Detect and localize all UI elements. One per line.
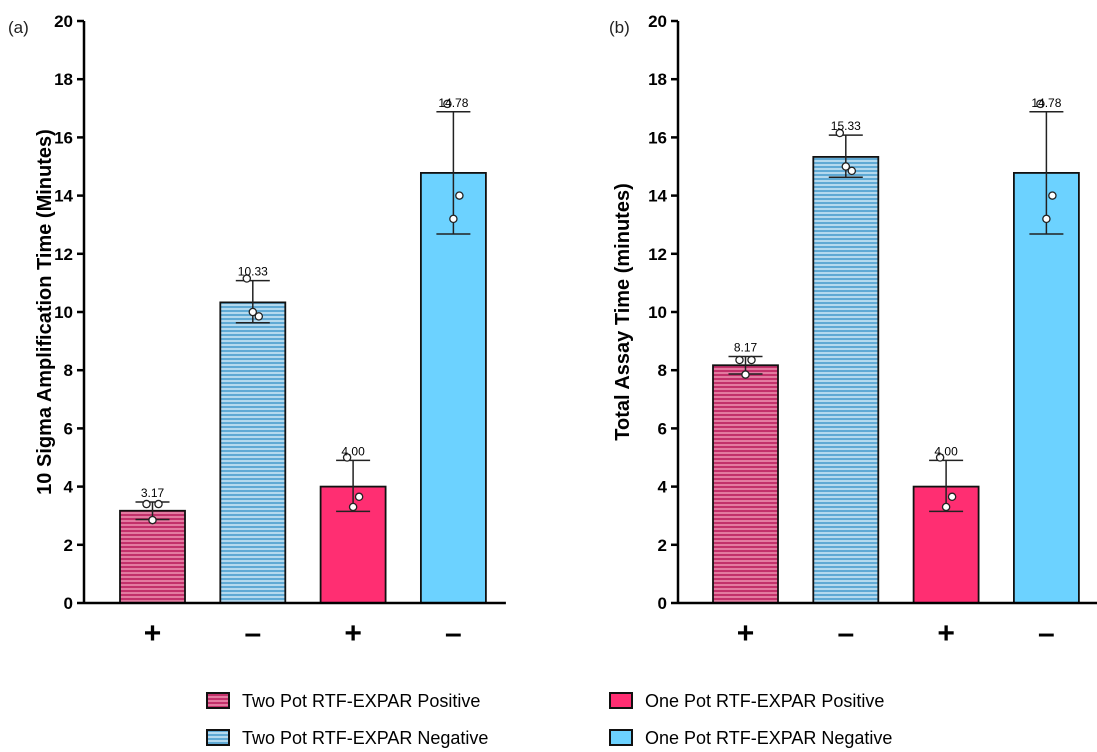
data-point bbox=[348, 502, 358, 512]
y-axis-b: 0 2 4 6 8 10 12 14 16 18 20 bbox=[648, 12, 680, 613]
y-tick-label: 14 bbox=[54, 187, 73, 206]
legend-item-one-pot-negative: One Pot RTF-EXPAR Negative bbox=[609, 728, 892, 748]
y-tick-label: 8 bbox=[658, 361, 667, 380]
y-axis-title-a: 10 Sigma Amplification Time (Minutes) bbox=[34, 129, 56, 495]
data-point bbox=[443, 99, 452, 109]
x-tick-label: + bbox=[344, 617, 362, 650]
data-point bbox=[242, 274, 252, 283]
legend-swatch-one-pot-negative bbox=[609, 729, 633, 746]
bar-one_pot_neg bbox=[1013, 172, 1080, 604]
y-tick-label: 10 bbox=[54, 303, 73, 322]
data-point bbox=[841, 162, 851, 171]
y-axis-a: 0 2 4 6 8 10 12 14 16 18 20 bbox=[54, 12, 86, 613]
y-tick-label: 10 bbox=[648, 303, 667, 322]
panel-b: (b) Total Assay Time (minutes) 0 2 4 6 8 10 12… bbox=[609, 12, 1097, 650]
data-point bbox=[735, 355, 744, 365]
y-tick-label: 0 bbox=[658, 594, 667, 613]
data-point bbox=[835, 128, 845, 138]
y-tick-label: 6 bbox=[64, 419, 73, 438]
y-tick-label: 18 bbox=[648, 70, 667, 89]
legend-item-two-pot-negative: Two Pot RTF-EXPAR Negative bbox=[206, 728, 488, 748]
data-point bbox=[248, 307, 258, 317]
bar-two_pot_pos bbox=[119, 509, 186, 604]
data-point bbox=[741, 370, 750, 379]
y-axis-title-b: Total Assay Time (minutes) bbox=[612, 183, 634, 440]
y-tick-label: 14 bbox=[648, 187, 667, 206]
bar-two_pot_neg bbox=[812, 155, 880, 604]
y-tick-label: 2 bbox=[658, 536, 667, 555]
legend-swatch-one-pot-positive bbox=[609, 692, 633, 709]
bar-two_pot_neg bbox=[219, 301, 287, 604]
legend-label-one-pot-positive: One Pot RTF-EXPAR Positive bbox=[645, 691, 884, 711]
value-label: 4.00 bbox=[934, 444, 958, 458]
x-tick-label: – bbox=[1038, 617, 1055, 650]
x-tick-label: – bbox=[837, 617, 854, 650]
value-label: 8.17 bbox=[734, 341, 758, 355]
y-tick-label: 8 bbox=[64, 361, 73, 380]
y-tick-label: 2 bbox=[64, 536, 73, 555]
data-point bbox=[148, 515, 157, 525]
y-tick-label: 16 bbox=[648, 128, 667, 147]
x-tick-label: + bbox=[737, 617, 755, 650]
bar-two_pot_pos bbox=[712, 364, 779, 604]
y-tick-label: 4 bbox=[658, 478, 668, 497]
data-point bbox=[947, 492, 957, 502]
panel-a: (a) 10 Sigma Amplification Time (Minutes… bbox=[8, 12, 506, 650]
legend-swatch-two-pot-positive bbox=[206, 692, 230, 709]
y-tick-label: 20 bbox=[54, 12, 73, 31]
value-label: 3.17 bbox=[141, 486, 165, 500]
legend-item-one-pot-positive: One Pot RTF-EXPAR Positive bbox=[609, 691, 884, 711]
data-point bbox=[142, 499, 151, 509]
x-tick-label: + bbox=[144, 617, 162, 650]
data-point bbox=[941, 502, 951, 512]
bars-a: 3.17 10.33 4.00 14.78 bbox=[119, 96, 487, 604]
panel-label-b: (b) bbox=[609, 18, 630, 37]
y-tick-label: 0 bbox=[64, 594, 73, 613]
data-point bbox=[1042, 214, 1051, 224]
value-label: 14.78 bbox=[438, 96, 468, 110]
legend-label-two-pot-negative: Two Pot RTF-EXPAR Negative bbox=[242, 728, 488, 748]
bars-b: 8.17 15.33 4.00 14.78 bbox=[712, 96, 1080, 604]
x-tick-label: + bbox=[937, 617, 955, 650]
legend-swatch-two-pot-negative bbox=[206, 729, 230, 746]
y-tick-label: 4 bbox=[64, 478, 74, 497]
y-tick-label: 16 bbox=[54, 128, 73, 147]
legend: Two Pot RTF-EXPAR Positive One Pot RTF-E… bbox=[206, 691, 892, 748]
data-point bbox=[354, 492, 364, 502]
data-point bbox=[1048, 191, 1057, 200]
y-tick-label: 18 bbox=[54, 70, 73, 89]
x-axis-b: + – + – bbox=[678, 601, 1097, 650]
value-label: 15.33 bbox=[831, 119, 861, 133]
value-label: 14.78 bbox=[1031, 96, 1061, 110]
legend-label-two-pot-positive: Two Pot RTF-EXPAR Positive bbox=[242, 691, 480, 711]
x-tick-label: – bbox=[244, 617, 261, 650]
panel-label-a: (a) bbox=[8, 18, 29, 37]
y-tick-label: 20 bbox=[648, 12, 667, 31]
value-label: 10.33 bbox=[238, 265, 268, 279]
value-label: 4.00 bbox=[341, 444, 365, 458]
y-tick-label: 12 bbox=[648, 245, 667, 264]
data-point bbox=[154, 499, 163, 509]
data-point bbox=[935, 453, 945, 462]
data-point bbox=[747, 355, 756, 365]
x-tick-label: – bbox=[445, 617, 462, 650]
data-point bbox=[847, 166, 857, 176]
data-point bbox=[254, 312, 264, 321]
x-axis-a: + – + – bbox=[84, 601, 506, 650]
y-tick-label: 12 bbox=[54, 245, 73, 264]
legend-label-one-pot-negative: One Pot RTF-EXPAR Negative bbox=[645, 728, 892, 748]
data-point bbox=[1036, 99, 1045, 109]
data-point bbox=[449, 214, 458, 224]
data-point bbox=[455, 191, 464, 200]
bar-one_pot_neg bbox=[419, 172, 487, 604]
data-point bbox=[342, 453, 352, 462]
legend-item-two-pot-positive: Two Pot RTF-EXPAR Positive bbox=[206, 691, 480, 711]
y-tick-label: 6 bbox=[658, 419, 667, 438]
